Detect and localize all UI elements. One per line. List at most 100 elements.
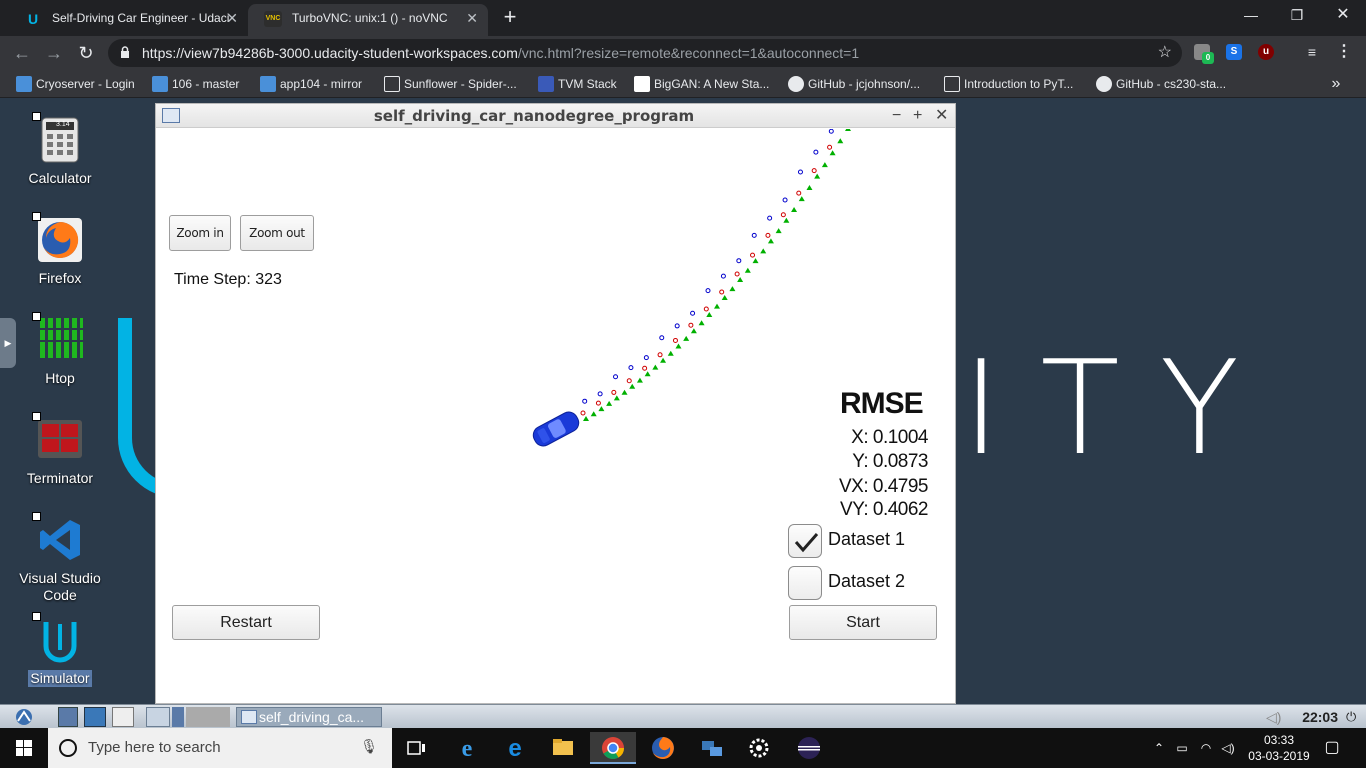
radar-marker (705, 288, 711, 294)
microphone-icon[interactable]: 🎙 (360, 738, 378, 754)
tab-turbovnc[interactable]: VNC TurboVNC: unix:1 () - noVNC ✕ (248, 4, 488, 36)
menu-kebab-icon[interactable]: ⋮ (1336, 43, 1352, 60)
close-window-icon[interactable]: ✕ (1336, 6, 1350, 23)
volume-icon[interactable]: ◁) (1221, 741, 1235, 755)
maximize-icon[interactable]: + (913, 107, 923, 124)
window-titlebar[interactable]: self_driving_car_nanodegree_program − + … (156, 104, 955, 128)
radar-marker (828, 129, 834, 134)
desktop-icon-label: Terminator (26, 470, 94, 486)
zoom-in-button[interactable]: Zoom in (169, 215, 231, 251)
file-explorer-icon[interactable] (540, 732, 586, 764)
address-bar[interactable]: https://view7b94286b-3000.udacity-studen… (108, 39, 1182, 67)
zoom-out-button[interactable]: Zoom out (240, 215, 314, 251)
estimate-marker (821, 162, 828, 168)
dataset-2-checkbox[interactable] (788, 566, 822, 600)
system-clock[interactable]: 03:33 03-03-2019 (1244, 732, 1314, 764)
close-icon[interactable]: ✕ (935, 107, 949, 124)
maximize-icon[interactable]: ❐ (1290, 7, 1304, 23)
bookmark-item[interactable]: TVM Stack (536, 70, 617, 98)
taskbar-window-simulator[interactable]: self_driving_ca... (236, 707, 382, 727)
battery-icon[interactable]: ▭ (1176, 741, 1188, 755)
start-button[interactable]: Start (789, 605, 937, 640)
ublock-icon[interactable]: u (1258, 44, 1274, 60)
rmse-x: X: 0.1004 (851, 427, 928, 448)
arxiv-icon (634, 76, 650, 92)
desktop-icon-htop[interactable]: Htop (8, 312, 112, 387)
forward-icon[interactable]: → (45, 43, 63, 63)
menu-icon[interactable] (8, 707, 40, 727)
tab-udacity[interactable]: U Self-Driving Car Engineer - Udaci ✕ (8, 4, 248, 36)
desktop-icon-simulator[interactable]: Simulator (8, 612, 112, 687)
edge-icon[interactable]: e (492, 732, 538, 764)
media-router-icon[interactable]: ≡ (1307, 44, 1317, 60)
browser-toolbar: ← → ↻ https://view7b94286b-3000.udacity-… (0, 36, 1366, 70)
bookmark-item[interactable]: GitHub - jcjohnson/... (786, 70, 920, 98)
radar-marker (643, 355, 649, 361)
close-icon[interactable]: ✕ (466, 10, 478, 26)
bookmark-item[interactable]: app104 - mirror (258, 70, 362, 98)
htop-icon (32, 312, 84, 364)
url-path: /vnc.html?resize=remote&reconnect=1&auto… (517, 45, 860, 61)
dataset-1-checkbox[interactable] (788, 524, 822, 558)
lidar-marker (750, 252, 756, 258)
new-tab-button[interactable]: + (503, 4, 517, 29)
calculator-display: 3.14 (56, 121, 70, 128)
reload-icon[interactable]: ↻ (78, 43, 94, 63)
bookmark-star-icon[interactable]: ☆ (1157, 44, 1172, 61)
show-hidden-icons-icon[interactable]: ⌃ (1153, 741, 1165, 755)
estimate-marker (598, 406, 605, 412)
novnc-control-handle[interactable]: ▶ (0, 318, 16, 368)
workspace-3[interactable] (186, 707, 230, 727)
network-icon[interactable] (84, 707, 106, 727)
minimize-icon[interactable]: − (892, 107, 902, 124)
estimate-marker (636, 377, 643, 383)
estimate-marker (775, 228, 782, 234)
bookmarks-overflow-button[interactable]: » (1331, 75, 1341, 92)
notifications-icon[interactable]: ▢ (1324, 739, 1340, 756)
firefox-icon[interactable] (640, 732, 686, 764)
back-icon[interactable]: ← (13, 43, 31, 63)
bookmark-item[interactable]: Sunflower - Spider-... (382, 70, 517, 98)
settings-gear-icon[interactable] (736, 732, 782, 764)
svg-text:e: e (508, 735, 521, 762)
desktop-icon-vscode[interactable]: Visual Studio Code (8, 512, 112, 604)
desktop-icon-label: Simulator (28, 670, 92, 687)
workspace-1[interactable] (146, 707, 170, 727)
desktop-icon-calculator[interactable]: 3.14 Calculator (8, 112, 112, 187)
bookmark-item[interactable]: Cryoserver - Login (14, 70, 135, 98)
vscode-icon (32, 512, 84, 564)
desktop-icon-label: Htop (45, 370, 75, 386)
browser-tab-bar: U Self-Driving Car Engineer - Udaci ✕ VN… (0, 0, 1366, 36)
bookmark-item[interactable]: 106 - master (150, 70, 239, 98)
window-list-icon[interactable] (112, 707, 134, 727)
lidar-marker (827, 144, 833, 150)
ie-icon[interactable]: e (444, 732, 490, 764)
rmse-title: RMSE (840, 387, 924, 420)
extension-icon[interactable]: 0 (1194, 44, 1214, 64)
network-app-icon[interactable] (688, 732, 734, 764)
desktop-icon-terminator[interactable]: Terminator (8, 412, 112, 487)
bookmark-item[interactable]: GitHub - cs230-sta... (1094, 70, 1226, 98)
task-view-icon[interactable] (394, 732, 440, 764)
windows-start-icon[interactable] (0, 728, 48, 768)
radar-marker (628, 365, 634, 371)
minimize-icon[interactable]: — (1244, 7, 1258, 23)
skype-extension-icon[interactable]: S (1226, 44, 1242, 60)
workspace-2[interactable] (172, 707, 184, 727)
taskbar-search[interactable]: Type here to search 🎙 (48, 728, 392, 768)
bookmark-item[interactable]: Introduction to PyT... (942, 70, 1073, 98)
chrome-icon[interactable] (590, 732, 636, 764)
file-manager-icon[interactable] (58, 707, 78, 727)
wifi-icon[interactable]: ◠ (1200, 741, 1212, 755)
eclipse-icon[interactable] (786, 732, 832, 764)
power-icon[interactable]: ⏻ (1346, 709, 1357, 724)
bookmark-item[interactable]: BigGAN: A New Sta... (632, 70, 769, 98)
extension-badge: 0 (1202, 52, 1214, 64)
desktop-icon-firefox[interactable]: Firefox (8, 212, 112, 287)
volume-icon[interactable]: ◁) (1266, 709, 1282, 725)
close-icon[interactable]: ✕ (226, 10, 238, 26)
restart-button[interactable]: Restart (172, 605, 320, 640)
desktop-icon-label: Firefox (38, 270, 82, 286)
estimate-marker (706, 312, 713, 318)
cortana-icon (59, 739, 77, 757)
